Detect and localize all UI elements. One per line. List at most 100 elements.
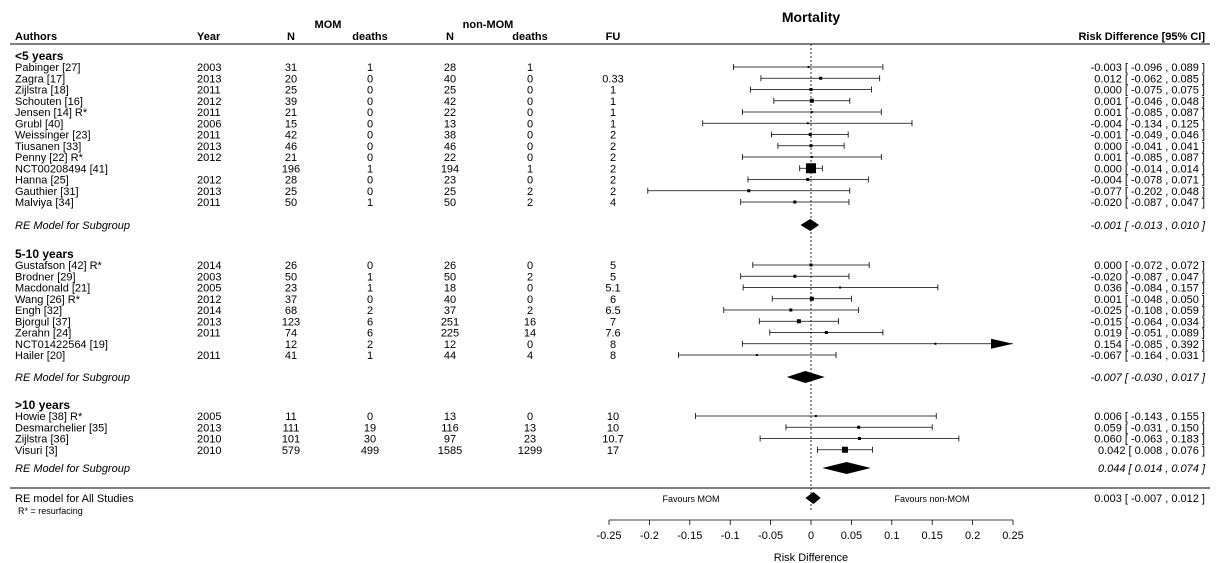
study-n-mom: 28 <box>285 175 297 187</box>
study-n-nonmom: 22 <box>444 152 456 164</box>
x-axis-tick-label: 0.2 <box>965 530 980 542</box>
mortality-title: Mortality <box>782 9 841 25</box>
study-n-nonmom: 28 <box>444 62 456 74</box>
study-point-estimate <box>793 274 797 278</box>
study-n-mom: 42 <box>285 130 297 142</box>
study-fu: 2 <box>610 175 616 187</box>
resurfacing-note: R* = resurfacing <box>18 506 83 516</box>
study-fu: 2 <box>610 130 616 142</box>
study-deaths-mom: 0 <box>367 186 373 198</box>
study-author: Tiusanen [33] <box>15 141 81 153</box>
study-year: 2010 <box>197 434 221 446</box>
study-n-nonmom: 22 <box>444 107 456 119</box>
study-ci-text: 0.001 [ -0.085 , 0.087 ] <box>1094 107 1205 119</box>
study-year: 2011 <box>197 328 221 340</box>
study-deaths-mom: 1 <box>367 62 373 74</box>
study-deaths-nonmom: 0 <box>527 73 533 85</box>
study-deaths-mom: 0 <box>367 85 373 97</box>
study-n-nonmom: 46 <box>444 141 456 153</box>
study-fu: 7 <box>610 316 616 328</box>
study-point-estimate <box>793 200 797 204</box>
study-author: Wang [26] R* <box>15 294 81 306</box>
study-point-estimate <box>934 342 937 345</box>
study-author: Hailer [20] <box>15 350 65 362</box>
study-n-mom: 20 <box>285 73 297 85</box>
study-ci-text: 0.060 [ -0.063 , 0.183 ] <box>1094 434 1205 446</box>
study-n-nonmom: 40 <box>444 294 456 306</box>
study-year: 2010 <box>197 445 221 457</box>
study-point-estimate <box>857 425 861 429</box>
study-point-estimate <box>810 156 813 158</box>
subgroup-model-ci: -0.007 [ -0.030 , 0.017 ] <box>1091 372 1206 384</box>
study-deaths-nonmom: 0 <box>527 283 533 295</box>
study-deaths-nonmom: 0 <box>527 118 533 130</box>
study-point-estimate <box>857 437 861 440</box>
study-deaths-mom: 1 <box>367 197 373 209</box>
subgroup-heading: >10 years <box>15 398 70 412</box>
x-axis-tick-label: -0.05 <box>758 530 783 542</box>
study-deaths-mom: 0 <box>367 107 373 119</box>
study-fu: 0.33 <box>602 73 623 85</box>
study-deaths-nonmom: 0 <box>527 152 533 164</box>
study-point-estimate <box>806 178 810 181</box>
study-year: 2005 <box>197 283 221 295</box>
study-ci-text: -0.067 [ -0.164 , 0.031 ] <box>1091 350 1205 362</box>
study-year: 2011 <box>197 130 221 142</box>
study-author: Zagra [17] <box>15 73 65 85</box>
x-axis-tick-label: 0.15 <box>921 530 942 542</box>
study-year: 2013 <box>197 141 221 153</box>
study-deaths-nonmom: 0 <box>527 141 533 153</box>
study-deaths-mom: 499 <box>361 445 379 457</box>
study-deaths-mom: 0 <box>367 130 373 142</box>
subgroup-diamond <box>800 219 820 231</box>
subgroup-diamond <box>822 462 871 474</box>
study-point-estimate <box>808 133 812 136</box>
study-ci-text: 0.001 [ -0.046 , 0.048 ] <box>1094 96 1205 108</box>
study-deaths-mom: 0 <box>367 152 373 164</box>
study-ci-text: 0.000 [ -0.014 , 0.014 ] <box>1094 163 1205 175</box>
study-n-mom: 21 <box>285 152 297 164</box>
study-fu: 5.1 <box>605 283 620 295</box>
favours-nonmom-label: Favours non-MOM <box>894 494 969 504</box>
x-axis-tick-label: -0.25 <box>596 530 621 542</box>
study-ci-text: -0.077 [ -0.202 , 0.048 ] <box>1091 186 1205 198</box>
study-author: Howie [38] R* <box>15 411 83 423</box>
col-authors: Authors <box>15 31 57 43</box>
study-n-mom: 21 <box>285 107 297 119</box>
study-deaths-nonmom: 2 <box>527 186 533 198</box>
study-point-estimate <box>789 308 793 312</box>
x-axis-tick-label: -0.15 <box>677 530 702 542</box>
study-fu: 1 <box>610 107 616 119</box>
study-fu: 5 <box>610 260 616 272</box>
study-year: 2011 <box>197 107 221 119</box>
study-author: Desmarchelier [35] <box>15 422 107 434</box>
subgroup-diamond <box>786 371 825 383</box>
study-fu: 17 <box>607 445 619 457</box>
study-ci-text: -0.003 [ -0.096 , 0.089 ] <box>1091 62 1205 74</box>
study-ci-text: -0.004 [ -0.134 , 0.125 ] <box>1091 118 1205 130</box>
col-n-mom: N <box>287 31 295 43</box>
study-deaths-nonmom: 0 <box>527 411 533 423</box>
study-ci-text: 0.019 [ -0.051 , 0.089 ] <box>1094 328 1205 340</box>
study-n-nonmom: 50 <box>444 271 456 283</box>
mom-group-label: MOM <box>315 19 342 31</box>
study-ci-text: -0.020 [ -0.087 , 0.047 ] <box>1091 197 1205 209</box>
study-fu: 10.7 <box>602 434 623 446</box>
study-ci-text: 0.000 [ -0.041 , 0.041 ] <box>1094 141 1205 153</box>
subgroup-model-ci: -0.001 [ -0.013 , 0.010 ] <box>1091 220 1206 232</box>
col-deaths-nonmom: deaths <box>512 31 547 43</box>
study-point-estimate <box>755 354 758 356</box>
study-year: 2003 <box>197 62 221 74</box>
study-deaths-nonmom: 0 <box>527 96 533 108</box>
study-fu: 6 <box>610 294 616 306</box>
study-ci-text: -0.015 [ -0.064 , 0.034 ] <box>1091 316 1205 328</box>
study-fu: 5 <box>610 271 616 283</box>
study-year: 2005 <box>197 411 221 423</box>
study-deaths-mom: 0 <box>367 118 373 130</box>
study-author: Gustafson [42] R* <box>15 260 103 272</box>
subgroup-model-label: RE Model for Subgroup <box>15 372 130 384</box>
study-fu: 2 <box>610 186 616 198</box>
study-year: 2012 <box>197 294 221 306</box>
